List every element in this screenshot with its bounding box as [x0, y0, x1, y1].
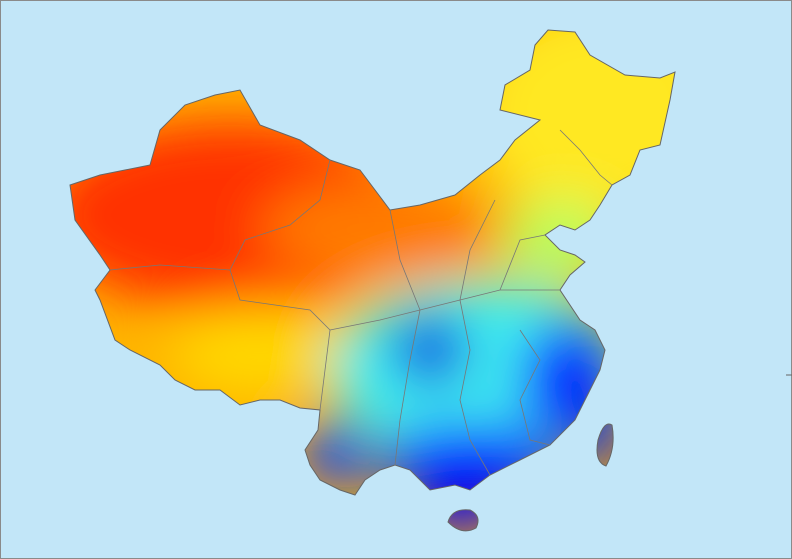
province-borders	[109, 129, 613, 476]
